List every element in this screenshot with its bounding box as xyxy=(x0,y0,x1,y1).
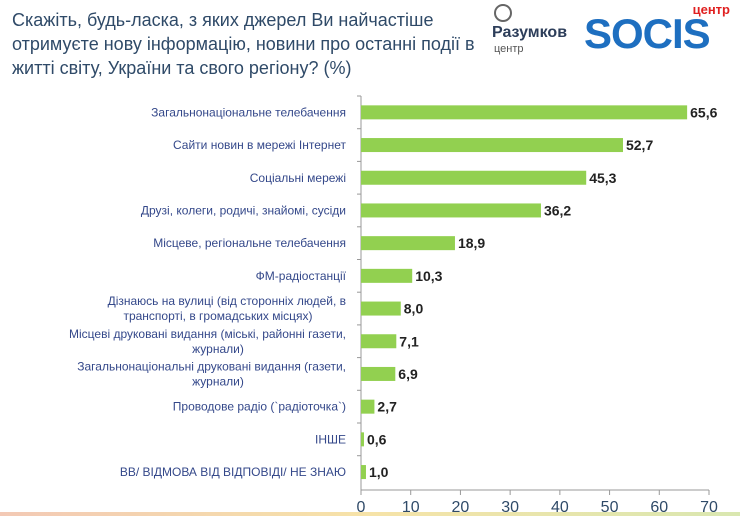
category-label: ФМ-радіостанції xyxy=(256,269,347,283)
bar xyxy=(361,170,587,185)
bar xyxy=(361,366,396,381)
bar xyxy=(361,138,623,153)
x-tick-label: 50 xyxy=(601,499,619,516)
category-label: транспорті, в громадських місцях) xyxy=(123,309,312,323)
data-label: 10,3 xyxy=(415,268,442,284)
category-label: Проводове радіо (`радіоточка`) xyxy=(173,400,346,414)
socis-logo: центр SOCIS xyxy=(584,2,734,57)
bar xyxy=(361,432,364,447)
bar xyxy=(361,301,401,316)
socis-logo-sub: центр xyxy=(692,2,730,17)
socis-logo-name: SOCIS xyxy=(584,10,711,57)
data-label: 7,1 xyxy=(399,333,419,349)
data-label: 8,0 xyxy=(404,301,424,317)
x-tick-label: 60 xyxy=(650,499,668,516)
x-tick-label: 40 xyxy=(551,499,569,516)
data-label: 45,3 xyxy=(589,170,616,186)
bar xyxy=(361,399,375,414)
category-label: Місцеве, регіональне телебачення xyxy=(153,236,346,250)
bar xyxy=(361,268,413,283)
data-label: 36,2 xyxy=(544,202,571,218)
category-label: Друзі, колеги, родичі, знайомі, сусіди xyxy=(141,203,346,217)
razumkov-logo-sub: центр xyxy=(494,43,524,55)
bar xyxy=(361,465,366,480)
razumkov-logo-name: Разумков xyxy=(492,24,568,41)
category-label: Місцеві друковані видання (міські, район… xyxy=(69,327,346,341)
x-tick-label: 30 xyxy=(501,499,519,516)
decorative-strip xyxy=(0,512,740,516)
data-label: 6,9 xyxy=(398,366,418,382)
bar xyxy=(361,203,541,218)
category-label: журнали) xyxy=(192,342,244,356)
data-label: 18,9 xyxy=(458,235,485,251)
x-tick-label: 0 xyxy=(357,499,366,516)
data-label: 2,7 xyxy=(377,399,397,415)
razumkov-logo: Разумков центр xyxy=(492,4,582,55)
category-label: Загальнонаціональне телебачення xyxy=(151,105,346,119)
globe-icon xyxy=(494,4,512,22)
chart-title: Скажіть, будь-ласка, з яких джерел Ви на… xyxy=(12,10,475,78)
x-tick-label: 10 xyxy=(402,499,420,516)
data-label: 65,6 xyxy=(690,104,717,120)
category-label: Сайти новин в мережі Інтернет xyxy=(173,138,346,152)
category-label: журнали) xyxy=(192,374,244,388)
bar xyxy=(361,105,688,120)
data-label: 0,6 xyxy=(367,431,387,447)
category-label: ІНШЕ xyxy=(315,432,346,446)
category-label: Соціальні мережі xyxy=(250,171,346,185)
category-label: Дізнаюсь на вулиці (від сторонніх людей,… xyxy=(108,294,346,308)
x-tick-label: 20 xyxy=(452,499,470,516)
data-label: 52,7 xyxy=(626,137,653,153)
category-label: ВВ/ ВІДМОВА ВІД ВІДПОВІДІ/ НЕ ЗНАЮ xyxy=(120,465,346,479)
bar xyxy=(361,236,455,251)
x-tick-label: 70 xyxy=(700,499,718,516)
category-label: Загальнонаціональні друковані видання (г… xyxy=(77,359,346,373)
data-label: 1,0 xyxy=(369,464,389,480)
bar xyxy=(361,334,397,349)
